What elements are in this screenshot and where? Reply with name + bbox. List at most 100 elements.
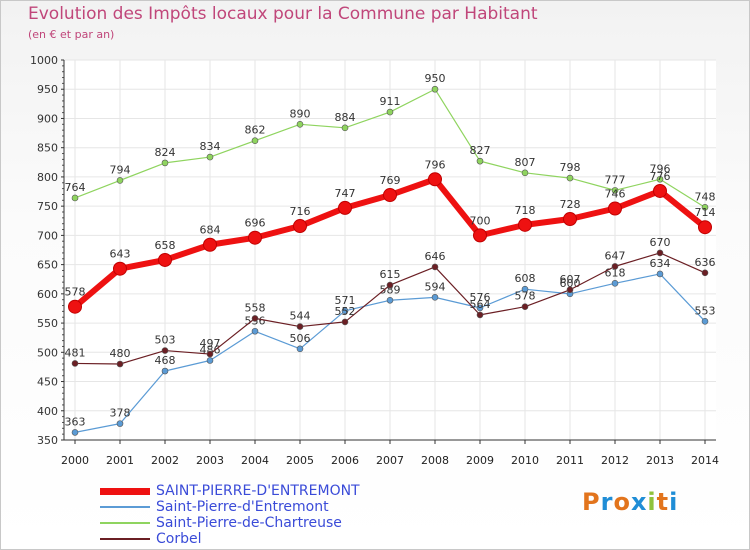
y-tick-label: 1000	[30, 54, 58, 67]
data-point	[116, 360, 124, 368]
data-point	[566, 286, 574, 294]
logo-letter: x	[630, 488, 648, 516]
data-point	[206, 350, 214, 358]
data-label: 607	[560, 273, 581, 286]
data-label: 776	[650, 170, 671, 183]
data-point	[296, 121, 304, 128]
data-label: 503	[155, 334, 176, 347]
data-label: 608	[515, 272, 536, 285]
data-point	[71, 194, 79, 202]
chart-title: Evolution des Impôts locaux pour la Comm…	[28, 4, 538, 24]
data-label: 716	[290, 205, 311, 218]
data-point	[161, 159, 169, 167]
data-point	[386, 108, 394, 116]
data-point	[386, 281, 394, 289]
data-label: 890	[290, 107, 311, 120]
x-tick-label: 2009	[466, 454, 494, 467]
data-label: 950	[425, 72, 446, 85]
x-tick-label: 2000	[61, 454, 89, 467]
data-point	[521, 303, 529, 311]
data-label: 728	[560, 198, 581, 211]
data-label: 700	[470, 214, 491, 227]
data-point	[206, 357, 214, 364]
data-label: 634	[650, 257, 671, 270]
data-label: 769	[380, 174, 401, 187]
data-label: 544	[290, 310, 311, 323]
y-tick-label: 550	[37, 317, 58, 330]
data-point	[71, 360, 79, 367]
data-point	[698, 220, 712, 235]
y-tick-label: 700	[37, 229, 58, 242]
data-label: 643	[110, 248, 131, 261]
x-tick-label: 2003	[196, 454, 224, 467]
legend-swatch	[100, 506, 150, 508]
data-label: 564	[470, 298, 491, 311]
data-point	[656, 175, 664, 183]
data-label: 827	[470, 144, 491, 157]
data-label: 696	[245, 217, 266, 230]
x-tick-label: 2012	[601, 454, 629, 467]
data-point	[251, 315, 259, 322]
data-point	[608, 201, 622, 216]
logo-letter: P	[582, 488, 601, 516]
legend-label: SAINT-PIERRE-D'ENTREMONT	[156, 483, 360, 499]
data-point	[518, 217, 532, 232]
data-label: 764	[65, 181, 86, 194]
data-point	[476, 304, 484, 312]
legend-label: Saint-Pierre-de-Chartreuse	[156, 515, 342, 531]
data-point	[161, 347, 169, 354]
data-point	[341, 124, 349, 132]
logo-letter: i	[669, 488, 679, 516]
data-label: 363	[65, 415, 86, 428]
data-point	[566, 174, 574, 182]
data-point	[293, 219, 307, 234]
data-label: 714	[695, 206, 716, 219]
data-point	[431, 294, 439, 301]
data-point	[116, 177, 124, 184]
data-point	[68, 299, 82, 314]
data-point	[158, 252, 172, 267]
data-label: 796	[425, 158, 446, 171]
data-point	[251, 327, 259, 335]
legend-swatch	[100, 488, 150, 495]
data-label: 647	[605, 249, 626, 262]
data-label: 862	[245, 124, 266, 137]
data-label: 615	[380, 268, 401, 281]
data-point	[206, 153, 214, 161]
y-tick-label: 500	[37, 346, 58, 359]
data-point	[203, 237, 217, 252]
data-point	[248, 230, 262, 245]
data-point	[71, 429, 79, 436]
data-point	[653, 183, 667, 198]
data-point	[701, 318, 709, 325]
data-point	[611, 263, 619, 270]
y-tick-label: 400	[37, 405, 58, 418]
data-label: 576	[470, 291, 491, 304]
x-tick-label: 2002	[151, 454, 179, 467]
data-point	[521, 169, 529, 177]
x-tick-label: 2005	[286, 454, 314, 467]
x-tick-label: 2004	[241, 454, 269, 467]
legend-swatch	[100, 522, 150, 524]
y-tick-label: 650	[37, 259, 58, 272]
data-label: 824	[155, 146, 176, 159]
data-point	[701, 204, 709, 211]
data-label: 480	[110, 347, 131, 360]
data-point	[476, 157, 484, 165]
data-label: 884	[335, 111, 356, 124]
data-point	[473, 228, 487, 243]
data-label: 578	[65, 286, 86, 299]
data-label: 589	[380, 283, 401, 296]
data-point	[116, 420, 124, 427]
data-label: 911	[380, 95, 401, 108]
data-label: 796	[650, 162, 671, 175]
data-label: 794	[110, 163, 131, 176]
data-point	[341, 307, 349, 315]
data-label: 553	[695, 304, 716, 317]
proxiti-logo: Proxiti	[582, 488, 678, 516]
data-label: 718	[515, 204, 536, 217]
logo-letter: i	[647, 488, 657, 516]
y-tick-label: 450	[37, 376, 58, 389]
x-tick-label: 2007	[376, 454, 404, 467]
